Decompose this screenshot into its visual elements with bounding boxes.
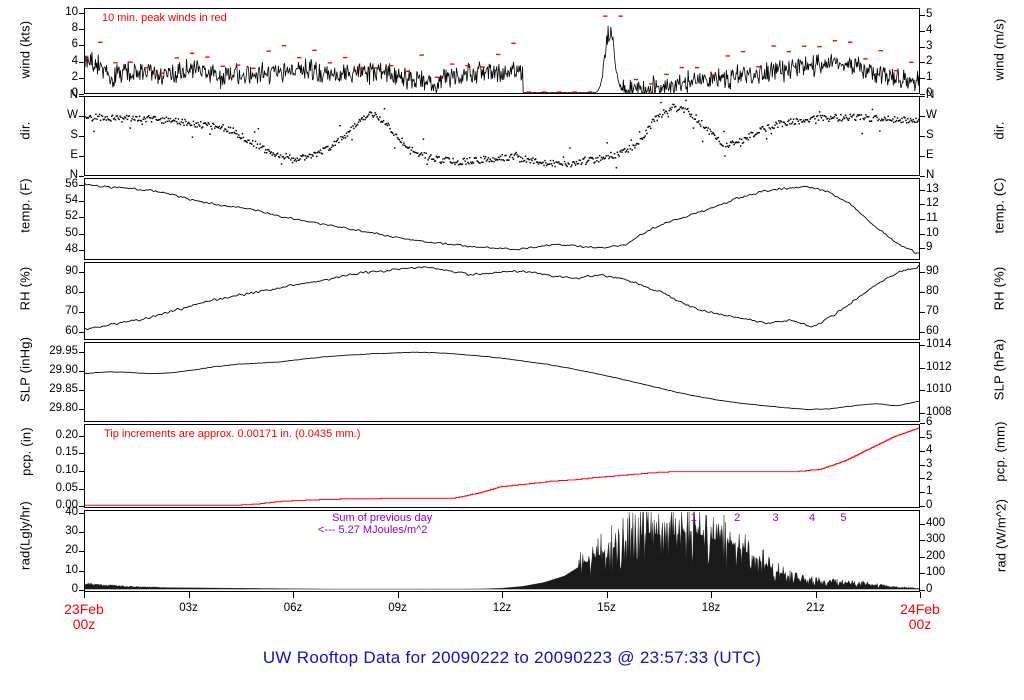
temp-right-axis-label: temp. (C) [991, 177, 1007, 234]
x-tick-mark [815, 592, 817, 598]
wind-plot [85, 15, 919, 93]
slp-left-axis-label: SLP (inHg) [17, 336, 33, 403]
x-tick-mark [606, 592, 608, 598]
x-tick-label: 24Feb 00z [900, 601, 940, 632]
dir-right-axis-label: dir. [991, 121, 1007, 140]
rh-left-axis-label: RH (%) [17, 266, 33, 311]
temp-left-axis-label: temp. (F) [17, 178, 33, 233]
x-tick-mark [84, 592, 85, 598]
x-tick-mark [920, 592, 921, 598]
x-tick-mark [711, 592, 712, 598]
pcp-left-ticks: 0.00 0.05 0.10 0.15 0.20 [34, 424, 84, 511]
rh-left-ticks: 60 70 80 90 [34, 262, 84, 340]
rad-annotation-line2: <--- 5.27 MJoules/m^2 [318, 524, 428, 536]
slp-right-axis-label: SLP (hPa) [991, 338, 1007, 401]
panel-temp [84, 178, 920, 260]
pcp-left-axis-label: pcp. (in) [18, 427, 34, 476]
rad-peak-marker: 4 [809, 512, 816, 524]
panel-slp [84, 342, 920, 422]
rh-right-axis-label: RH (%) [991, 266, 1007, 311]
temp-plot [85, 183, 919, 254]
x-tick-mark [502, 592, 503, 598]
temp-right-ticks: 9 10 11 12 13 [920, 178, 970, 260]
x-tick-label: 09z [388, 602, 407, 614]
page-title: UW Rooftop Data for 20090222 to 20090223… [262, 648, 762, 667]
x-tick-label: 18z [701, 602, 721, 614]
panel-pcp [84, 424, 920, 508]
wind-left-axis-label: wind (kts) [17, 20, 33, 79]
pcp-plot [85, 427, 919, 506]
x-tick-label: 23Feb 00z [64, 601, 104, 632]
x-axis: 23Feb 00z 03z 06z 09z 12z 15z 18z 21z 24Feb 00z [64, 592, 940, 642]
rad-peak-marker: 3 [772, 512, 779, 524]
dir-left-axis-label: dir. [17, 121, 33, 140]
rad-annotation-line1: Sum of previous day [332, 512, 433, 524]
rh-right-ticks: 60 70 80 90 [920, 262, 970, 340]
panel-dir [84, 96, 920, 176]
slp-left-ticks: 29.80 29.85 29.90 29.95 [34, 342, 84, 422]
x-tick-mark [188, 592, 190, 598]
slp-right-ticks: 1008 1010 1012 1014 [920, 339, 970, 422]
pcp-right-axis-label: pcp. (mm) [992, 421, 1008, 482]
x-tick-label: 21z [806, 602, 825, 614]
temp-left-ticks: 48 50 52 54 56 [34, 178, 84, 260]
wind-annotation: 10 min. peak winds in red [102, 12, 227, 24]
x-tick-label: 06z [283, 602, 303, 614]
rad-right-ticks: 0 100 200 300 400 [920, 510, 970, 595]
rad-plot [85, 511, 919, 590]
rh-plot [85, 264, 919, 330]
rad-right-axis-label: rad (W/m^2) [993, 498, 1009, 573]
wind-left-ticks: 0 2 4 6 8 10 [34, 6, 84, 99]
panel-rh [84, 262, 920, 340]
x-tick-mark [293, 592, 294, 598]
rad-peak-marker: 2 [734, 512, 741, 524]
pcp-annotation: Tip increments are approx. 0.00171 in. (… [104, 428, 361, 440]
wind-right-axis-label: wind (m/s) [991, 18, 1007, 81]
dir-plot [85, 99, 919, 169]
rad-peak-marker: 5 [840, 512, 847, 524]
panel-rad [84, 510, 920, 592]
rad-left-axis-label: rad(Lgly/hr) [17, 501, 33, 570]
rad-left-ticks: 0 10 20 30 40 [34, 506, 84, 595]
slp-plot [85, 351, 919, 411]
x-tick-label: 03z [179, 602, 198, 614]
rad-peak-marker: 1 [690, 512, 697, 524]
x-tick-mark [397, 592, 399, 598]
x-tick-label: 15z [597, 602, 616, 614]
panel-wind [84, 8, 920, 94]
x-tick-label: 12z [492, 602, 512, 614]
